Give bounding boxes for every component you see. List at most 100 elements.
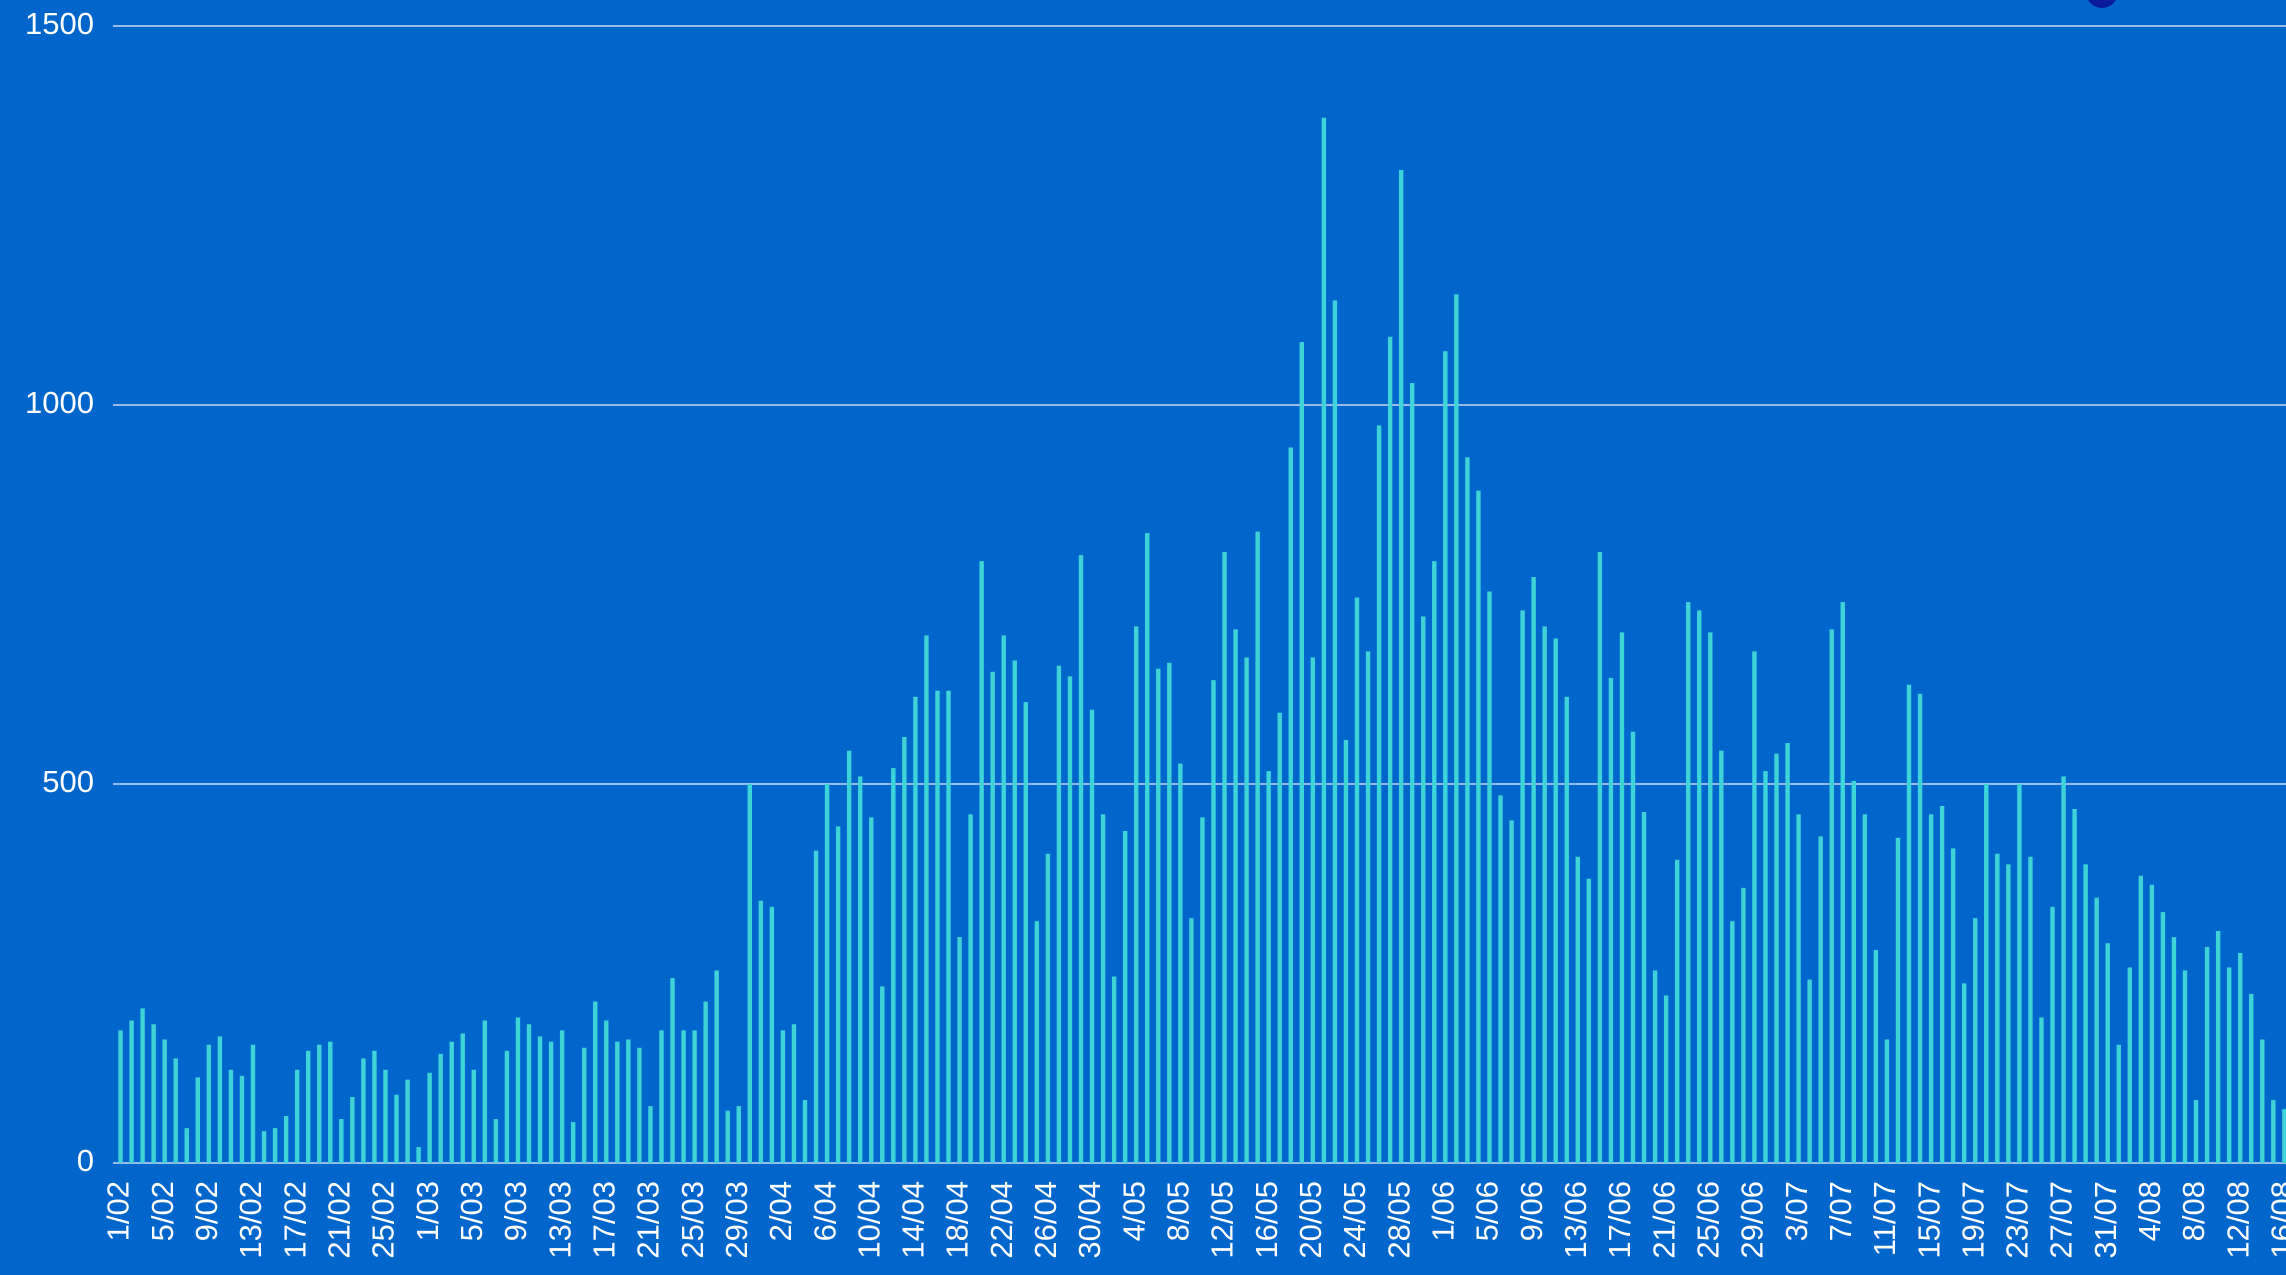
bar: [339, 1119, 344, 1163]
x-tick-label: 25/02: [366, 1181, 401, 1259]
bar: [968, 814, 973, 1163]
bar: [659, 1030, 664, 1163]
bar: [1520, 610, 1525, 1163]
bar: [372, 1050, 377, 1163]
bar: [1255, 531, 1260, 1163]
bar: [1398, 170, 1404, 1163]
bar: [1564, 696, 1569, 1163]
bar: [118, 1030, 123, 1163]
x-tick-label: 15/07: [1911, 1181, 1946, 1259]
bar: [1686, 602, 1691, 1163]
bar: [1597, 552, 1603, 1163]
bar: [1012, 660, 1017, 1163]
bar: [1531, 577, 1536, 1163]
x-tick-label: 28/05: [1381, 1181, 1416, 1259]
bar: [504, 1050, 510, 1163]
x-tick-label: 12/05: [1205, 1181, 1240, 1259]
bar: [283, 1116, 289, 1163]
bar: [570, 1122, 576, 1163]
bar: [294, 1069, 300, 1163]
bar: [703, 1001, 708, 1163]
bar: [1343, 740, 1349, 1163]
bar: [2072, 809, 2077, 1163]
x-tick-label: 16/05: [1249, 1181, 1284, 1259]
x-tick-label: 23/07: [2000, 1181, 2035, 1259]
bar: [394, 1094, 399, 1163]
bar: [990, 671, 995, 1163]
bar: [250, 1044, 256, 1163]
bar: [924, 635, 929, 1163]
x-tick-label: 20/05: [1293, 1181, 1328, 1259]
bar: [1078, 555, 1084, 1163]
x-tick-label: 30/04: [1072, 1181, 1107, 1259]
x-tick-label: 5/03: [454, 1181, 489, 1241]
bar: [1829, 629, 1834, 1163]
bar: [670, 978, 675, 1163]
bar: [471, 1069, 476, 1163]
bar: [747, 784, 752, 1163]
bar: [239, 1075, 245, 1163]
x-tick-label: 14/04: [896, 1181, 931, 1259]
bar: [162, 1039, 167, 1163]
bar: [2149, 884, 2155, 1163]
bar: [1509, 820, 1514, 1163]
x-tick-label: 9/02: [189, 1181, 224, 1241]
x-tick-label: 4/05: [1116, 1181, 1151, 1241]
x-tick-label: 17/03: [586, 1181, 621, 1259]
bar: [957, 937, 962, 1163]
bar: [1884, 1039, 1890, 1163]
x-tick-label: 25/06: [1690, 1181, 1725, 1259]
bar: [217, 1036, 223, 1163]
bar: [1917, 693, 1923, 1163]
bar: [1542, 626, 1547, 1163]
bar: [2226, 967, 2232, 1163]
bar: [1332, 300, 1338, 1163]
bar: [2182, 970, 2188, 1163]
bar: [1586, 878, 1592, 1163]
bar: [1233, 629, 1238, 1163]
bar: [604, 1020, 609, 1163]
x-tick-label: 16/08: [2265, 1181, 2286, 1259]
bar: [2006, 864, 2011, 1163]
bar: [1432, 561, 1437, 1163]
bar: [1641, 812, 1647, 1163]
bar: [1211, 680, 1216, 1163]
bar: [626, 1039, 631, 1163]
bar: [791, 1024, 797, 1163]
bar: [261, 1131, 267, 1163]
y-tick-label: 0: [77, 1143, 94, 1178]
bar: [184, 1128, 189, 1163]
x-tick-label: 22/04: [984, 1181, 1019, 1259]
bar: [1421, 616, 1426, 1163]
bar: [935, 690, 940, 1163]
bar: [1895, 837, 1901, 1163]
bar: [1652, 970, 1658, 1163]
bar: [1443, 351, 1448, 1163]
bar: [1266, 771, 1271, 1163]
bar: [361, 1058, 366, 1163]
bar: [946, 690, 951, 1163]
bar: [902, 737, 907, 1163]
bar: [2138, 875, 2144, 1163]
x-tick-label: 2/04: [763, 1181, 798, 1241]
bar: [1167, 662, 1172, 1163]
bar: [1663, 995, 1669, 1163]
bar: [858, 776, 863, 1163]
bar: [416, 1147, 421, 1163]
x-tick-label: 7/07: [1823, 1181, 1858, 1241]
bar: [328, 1041, 333, 1163]
bar: [1851, 780, 1856, 1163]
bar: [2050, 906, 2055, 1163]
bar: [913, 696, 918, 1163]
bar: [824, 784, 830, 1163]
bar: [1984, 784, 1989, 1163]
bar: [780, 1030, 786, 1163]
bar: [582, 1047, 587, 1163]
bar: [1288, 447, 1293, 1163]
x-tick-label: 13/03: [542, 1181, 577, 1259]
bar: [493, 1119, 499, 1163]
x-tick-label: 8/05: [1161, 1181, 1196, 1241]
bar: [1553, 638, 1558, 1163]
bar: [835, 826, 841, 1163]
